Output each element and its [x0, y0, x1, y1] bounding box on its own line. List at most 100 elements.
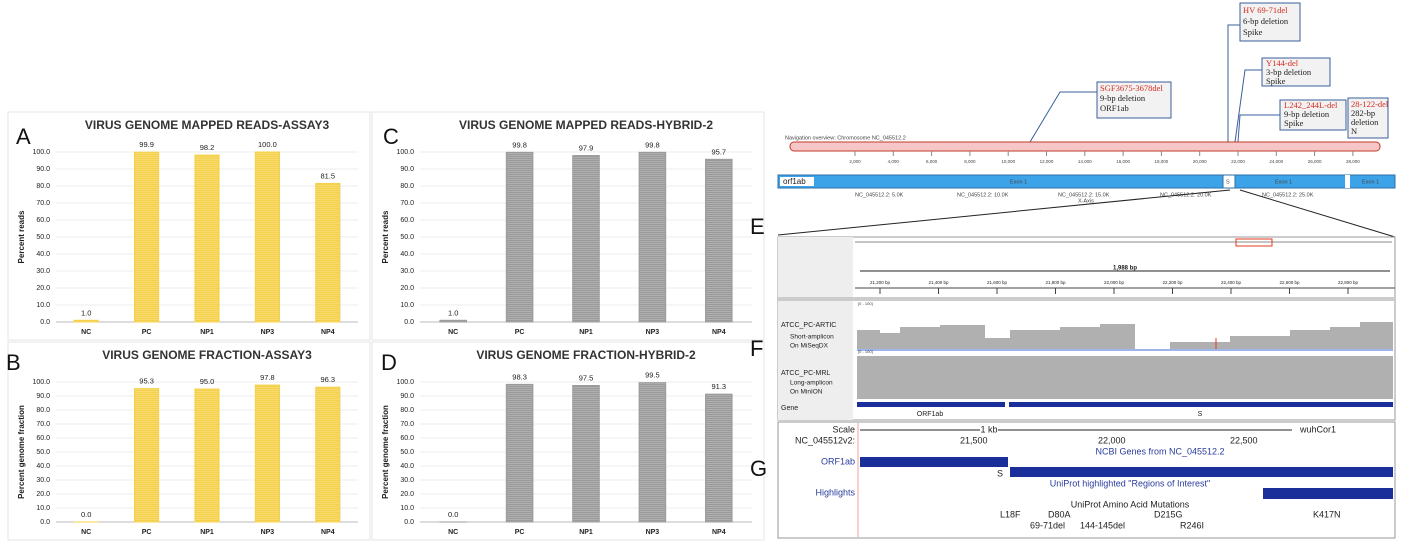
overview-tick-label: 22,000: [1231, 159, 1245, 164]
track-name: ATCC_PC-ARTIC: [781, 322, 836, 329]
overview-tick-label: 4,000: [888, 159, 900, 164]
x-tick-label: PC: [142, 329, 152, 336]
x-tick-label: NP4: [321, 329, 335, 336]
track-title: NCBI Genes from NC_045512.2: [1095, 446, 1224, 456]
y-tick-label: 60.0: [36, 435, 50, 442]
y-tick-label: 80.0: [36, 183, 50, 190]
y-tick-label: 10.0: [36, 505, 50, 512]
y-tick-label: 100.0: [396, 379, 414, 386]
y-axis-label: Percent genome fraction: [381, 405, 390, 499]
value-label: 99.5: [645, 371, 660, 380]
overview-tick-label: 28,000: [1346, 159, 1360, 164]
x-tick-label: NP1: [579, 529, 593, 536]
value-label: 95.7: [711, 147, 726, 156]
y-tick-label: 20.0: [36, 285, 50, 292]
y-tick-label: 60.0: [36, 217, 50, 224]
position: 22,000: [1098, 435, 1126, 445]
y-tick-label: 70.0: [36, 421, 50, 428]
y-tick-label: 90.0: [36, 393, 50, 400]
igv-tick-label: 22,400 bp: [1221, 280, 1242, 285]
value-label: 81.5: [320, 171, 335, 180]
y-tick-label: 0.0: [40, 519, 50, 526]
assembly: wuhCor1: [1299, 424, 1336, 434]
y-tick-label: 70.0: [36, 200, 50, 207]
bar: [440, 320, 467, 322]
panel-label: B: [6, 350, 21, 375]
track-range: [0 - 100]: [858, 301, 873, 306]
track-title: UniProt highlighted "Regions of Interest…: [1050, 478, 1210, 488]
panel-label: E: [750, 214, 765, 239]
y-tick-label: 100.0: [396, 149, 414, 156]
igv-span: 1,988 bp: [1113, 266, 1137, 272]
ucsc-label: NC_045512v2:: [795, 435, 855, 445]
x-tick-label: NC: [448, 529, 458, 536]
aa-mutation: D215G: [1154, 509, 1183, 519]
overview-tick-label: 18,000: [1155, 159, 1169, 164]
overview-tick-label: 12,000: [1040, 159, 1054, 164]
bar: [255, 385, 279, 522]
bar: [506, 384, 533, 522]
bar: [506, 152, 533, 322]
mutation-detail: Spike: [1266, 76, 1286, 86]
x-tick-label: NP1: [579, 329, 593, 336]
overview-tick-label: 6,000: [926, 159, 938, 164]
value-label: 99.8: [512, 140, 527, 149]
bar: [639, 152, 666, 322]
panel-label: C: [383, 124, 399, 149]
mutation-detail: 9-bp deletion: [1100, 93, 1146, 103]
bar: [573, 386, 600, 523]
igv-tick-label: 22,200 bp: [1162, 280, 1183, 285]
coord-label: NC_045512.2: 20.0K: [1160, 192, 1212, 198]
gene-name: S: [1198, 411, 1203, 418]
mutation-detail: 6-bp deletion: [1243, 16, 1289, 26]
value-label: 97.9: [579, 144, 594, 153]
y-tick-label: 20.0: [400, 285, 414, 292]
y-tick-label: 50.0: [400, 449, 414, 456]
igv-tick-label: 21,200 bp: [870, 280, 891, 285]
value-label: 95.3: [139, 377, 154, 386]
position: 22,500: [1230, 435, 1258, 445]
orf1ab-gene: [860, 457, 1008, 467]
value-label: 1.0: [448, 308, 458, 317]
igv-tick-label: 21,800 bp: [1045, 280, 1066, 285]
igv-tick-label: 21,400 bp: [928, 280, 949, 285]
x-tick-label: NC: [81, 529, 91, 536]
x-tick-label: NP3: [261, 529, 275, 536]
bar: [706, 159, 733, 322]
track-name: ATCC_PC-MRL: [781, 370, 830, 377]
bar: [195, 155, 219, 322]
overview-title: Navigation overview: Chromosome NC_04551…: [785, 135, 906, 141]
aa-mutation: K417N: [1313, 509, 1341, 519]
gene-gap: [1345, 175, 1350, 188]
y-tick-label: 50.0: [36, 449, 50, 456]
y-tick-label: 30.0: [36, 268, 50, 275]
scale-label: 1 kb: [980, 424, 997, 434]
y-tick-label: 40.0: [400, 463, 414, 470]
s-label: S: [1226, 179, 1230, 185]
y-tick-label: 0.0: [40, 319, 50, 326]
y-tick-label: 80.0: [400, 183, 414, 190]
mutation-detail: N: [1351, 126, 1357, 136]
bar: [316, 387, 340, 522]
y-tick-label: 10.0: [400, 302, 414, 309]
zoom-line: [1240, 190, 1395, 237]
mutation-detail: Spike: [1284, 118, 1304, 128]
igv-tick-label: 22,000 bp: [1104, 280, 1125, 285]
gene-name: ORF1ab: [917, 411, 944, 418]
figure: VIRUS GENOME MAPPED READS-ASSAY3Percent …: [0, 0, 1408, 542]
s-label: S: [997, 468, 1003, 478]
x-tick-label: NC: [448, 329, 458, 336]
s-gene: [1010, 467, 1393, 477]
overview-tick-label: 8,000: [964, 159, 976, 164]
mutation-detail: Spike: [1243, 27, 1263, 37]
y-tick-label: 100.0: [32, 379, 50, 386]
x-tick-label: NP1: [200, 329, 214, 336]
y-axis-label: Percent genome fraction: [17, 405, 26, 499]
gene-track-label: Gene: [781, 405, 798, 412]
bar: [639, 383, 666, 522]
value-label: 1.0: [81, 308, 91, 317]
y-tick-label: 50.0: [36, 234, 50, 241]
x-tick-label: NP3: [646, 529, 660, 536]
bar: [135, 389, 159, 522]
